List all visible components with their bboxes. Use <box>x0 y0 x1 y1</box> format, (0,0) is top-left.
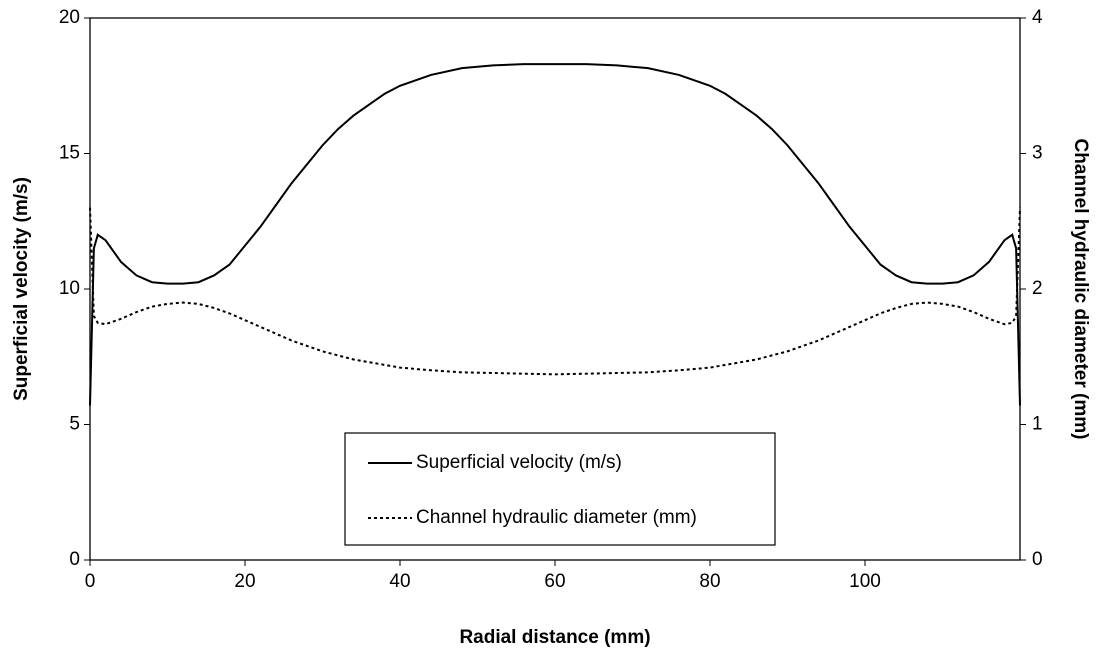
y2-tick-label: 0 <box>1032 549 1043 570</box>
x-tick-label: 20 <box>234 571 255 592</box>
y-tick-label: 15 <box>59 143 80 164</box>
y-tick-label: 20 <box>59 7 80 28</box>
y2-tick-label: 3 <box>1032 143 1043 164</box>
y-axis-title: Superficial velocity (m/s) <box>11 177 32 401</box>
legend-label: Superficial velocity (m/s) <box>416 452 622 473</box>
legend-box <box>344 432 776 546</box>
x-tick-label: 60 <box>544 571 565 592</box>
y-tick-label: 0 <box>69 549 80 570</box>
y2-tick-label: 4 <box>1032 7 1043 28</box>
y2-tick-label: 2 <box>1032 278 1043 299</box>
y-tick-label: 5 <box>69 414 80 435</box>
y2-axis-title: Channel hydraulic diameter (mm) <box>1070 139 1091 440</box>
y-tick-label: 10 <box>59 278 80 299</box>
y2-tick-label: 1 <box>1032 414 1043 435</box>
x-tick-label: 0 <box>85 571 96 592</box>
series-line <box>89 63 1021 406</box>
series-line <box>89 207 1021 376</box>
x-tick-label: 40 <box>389 571 410 592</box>
x-tick-label: 100 <box>849 571 881 592</box>
x-tick-label: 80 <box>699 571 720 592</box>
legend-label: Channel hydraulic diameter (mm) <box>416 507 697 528</box>
x-axis-title: Radial distance (mm) <box>459 627 650 648</box>
